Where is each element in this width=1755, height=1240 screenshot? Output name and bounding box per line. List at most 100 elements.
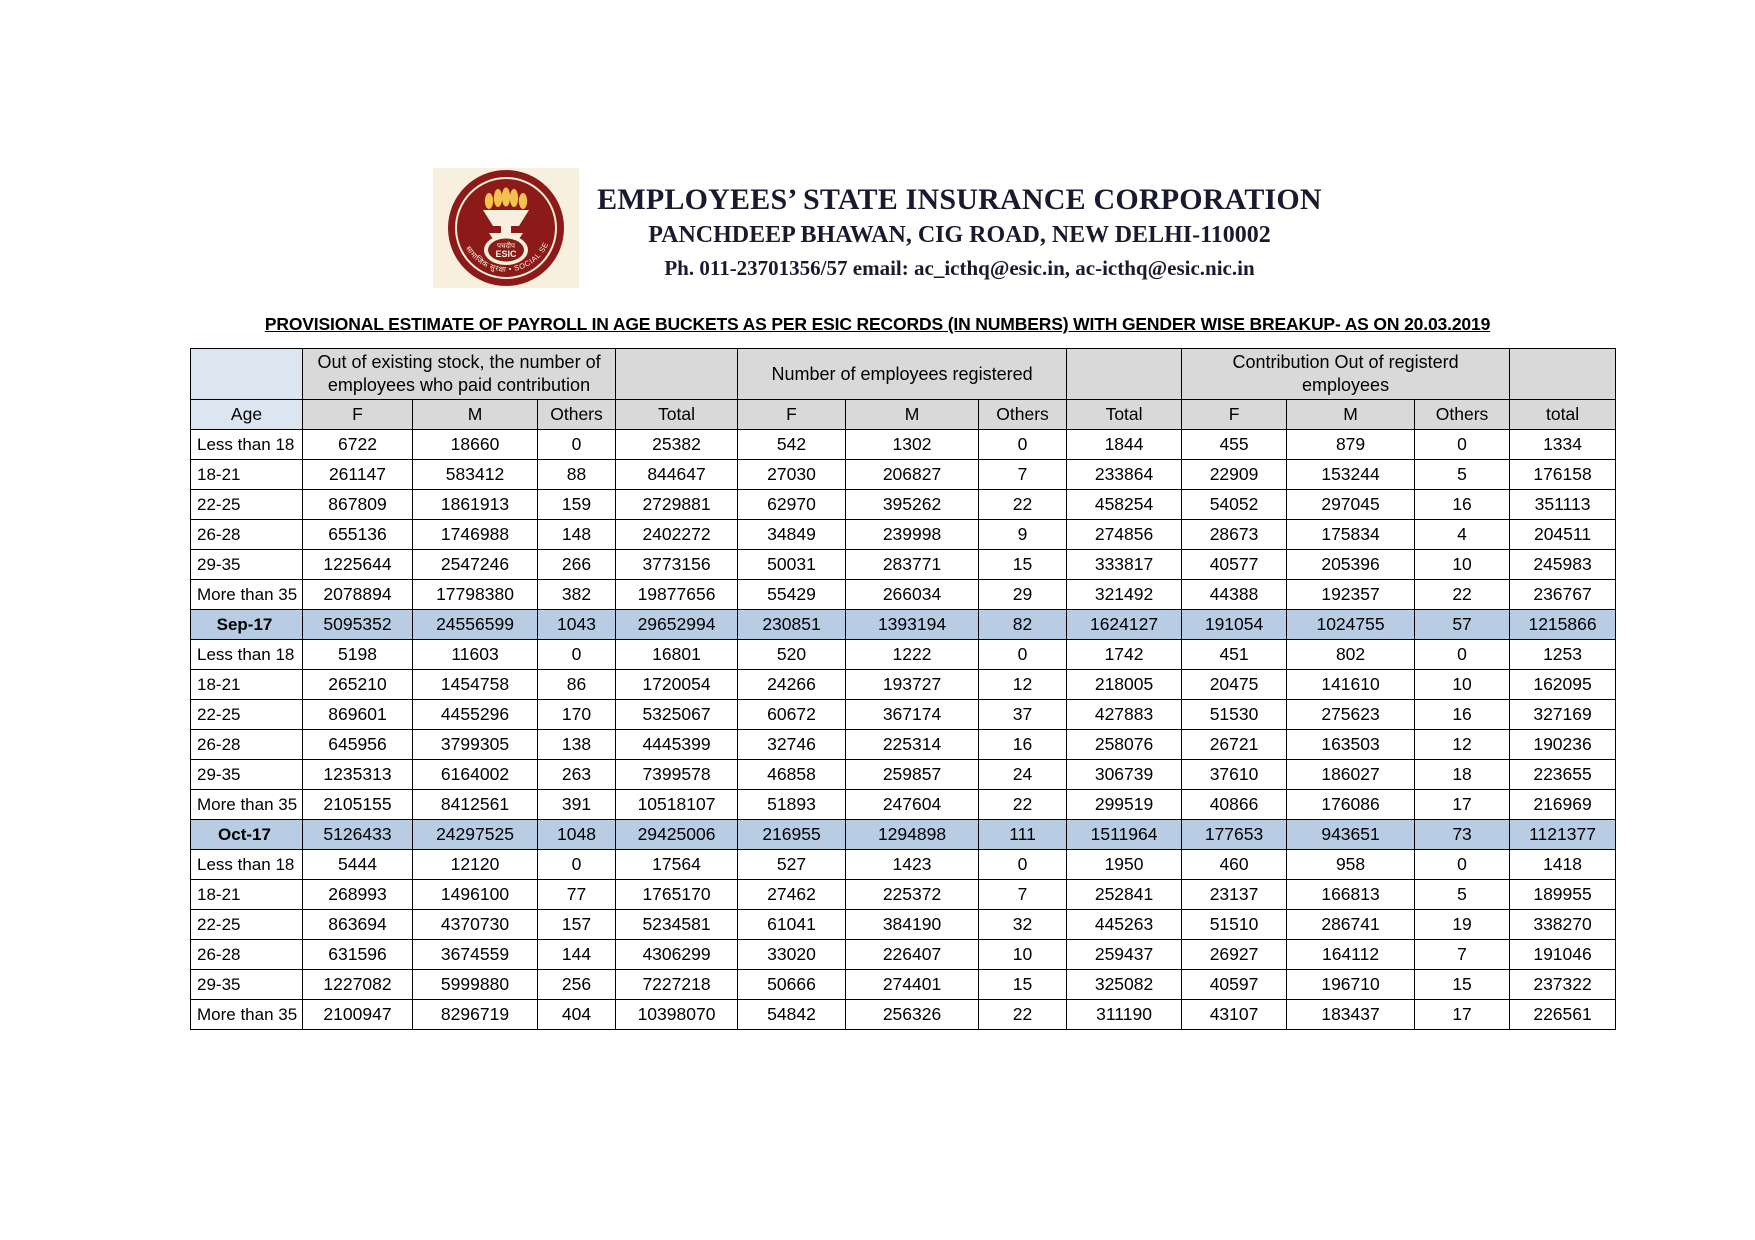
group-header-blank-1 <box>615 347 739 401</box>
svg-text:पचदीप: पचदीप <box>497 241 516 250</box>
table-cell: 192357 <box>1286 579 1416 611</box>
table-cell: 1423 <box>845 849 980 881</box>
table-cell: 275623 <box>1286 699 1416 731</box>
table-cell: 19 <box>1414 909 1511 941</box>
row-label-cell: 22-25 <box>190 489 303 521</box>
column-header-stock-f: F <box>302 399 413 431</box>
table-cell: 157 <box>536 909 617 941</box>
table-cell: 60672 <box>737 699 847 731</box>
table-cell: 10 <box>1414 669 1511 701</box>
table-cell: 263 <box>536 759 617 791</box>
table-cell: 7 <box>978 879 1068 911</box>
row-label-cell: 22-25 <box>190 699 303 731</box>
table-cell: 247604 <box>845 789 980 821</box>
table-cell: 186027 <box>1286 759 1416 791</box>
table-cell: 22 <box>978 999 1068 1031</box>
table-cell: 17 <box>1414 999 1511 1031</box>
table-cell: 15 <box>1414 969 1511 1001</box>
table-cell: 520 <box>737 639 847 671</box>
group-header-row: Out of existing stock, the number of emp… <box>190 347 1617 401</box>
table-cell: 216955 <box>737 819 847 851</box>
table-cell: 46858 <box>737 759 847 791</box>
table-cell: 29 <box>978 579 1068 611</box>
table-cell: 445263 <box>1066 909 1183 941</box>
table-cell: 205396 <box>1286 549 1416 581</box>
table-cell: 159 <box>536 489 617 521</box>
table-cell: 1222 <box>845 639 980 671</box>
table-cell: 8412561 <box>412 789 538 821</box>
table-cell: 175834 <box>1286 519 1416 551</box>
table-cell: 395262 <box>845 489 980 521</box>
table-cell: 8296719 <box>412 999 538 1031</box>
table-row: More than 35 2100947 8296719 404 10398070 548… <box>190 999 1617 1031</box>
row-label-cell: Less than 18 <box>190 429 303 461</box>
organisation-name: EMPLOYEES’ STATE INSURANCE CORPORATION <box>597 183 1322 216</box>
column-header-stock-m: M <box>412 399 538 431</box>
row-label-cell: Sep-17 <box>190 609 303 641</box>
table-row: 22-25 867809 1861913 159 2729881 62970 395262 2… <box>190 489 1617 521</box>
table-cell: 1720054 <box>615 669 739 701</box>
table-cell: 26927 <box>1181 939 1288 971</box>
letterhead: पचदीप ESIC सामाजिक सुरक्षा • SOCIAL SECU… <box>0 0 1755 288</box>
table-cell: 18 <box>1414 759 1511 791</box>
table-cell: 177653 <box>1181 819 1288 851</box>
table-cell: 1742 <box>1066 639 1183 671</box>
table-cell: 16 <box>1414 489 1511 521</box>
table-cell: 261147 <box>302 459 413 491</box>
table-cell: 86 <box>536 669 617 701</box>
table-cell: 230851 <box>737 609 847 641</box>
table-cell: 5325067 <box>615 699 739 731</box>
table-cell: 1215866 <box>1509 609 1617 641</box>
table-cell: 245983 <box>1509 549 1617 581</box>
row-label-cell: 18-21 <box>190 879 303 911</box>
table-cell: 274856 <box>1066 519 1183 551</box>
table-row: Less than 18 5198 11603 0 16801 520 1222 0 1742 4… <box>190 639 1617 671</box>
table-cell: 239998 <box>845 519 980 551</box>
table-cell: 191046 <box>1509 939 1617 971</box>
row-label-cell: More than 35 <box>190 999 303 1031</box>
table-cell: 259857 <box>845 759 980 791</box>
table-cell: 1334 <box>1509 429 1617 461</box>
table-cell: 0 <box>536 429 617 461</box>
table-cell: 62970 <box>737 489 847 521</box>
table-cell: 10 <box>1414 549 1511 581</box>
table-cell: 24297525 <box>412 819 538 851</box>
table-cell: 4306299 <box>615 939 739 971</box>
table-cell: 3674559 <box>412 939 538 971</box>
table-cell: 27030 <box>737 459 847 491</box>
table-cell: 297045 <box>1286 489 1416 521</box>
table-cell: 28673 <box>1181 519 1288 551</box>
table-row: 22-25 869601 4455296 170 5325067 60672 367174 3… <box>190 699 1617 731</box>
table-cell: 1302 <box>845 429 980 461</box>
column-header-contribution-m: M <box>1286 399 1416 431</box>
table-cell: 299519 <box>1066 789 1183 821</box>
table-cell: 5 <box>1414 459 1511 491</box>
row-label-cell: 18-21 <box>190 459 303 491</box>
table-row: 22-25 863694 4370730 157 5234581 61041 384190 3… <box>190 909 1617 941</box>
table-cell: 0 <box>536 849 617 881</box>
table-cell: 879 <box>1286 429 1416 461</box>
table-cell: 327169 <box>1509 699 1617 731</box>
table-cell: 183437 <box>1286 999 1416 1031</box>
table-cell: 460 <box>1181 849 1288 881</box>
table-cell: 7399578 <box>615 759 739 791</box>
column-header-row: Age F M Others Total F M Others Total F … <box>190 399 1617 431</box>
table-cell: 869601 <box>302 699 413 731</box>
table-cell: 190236 <box>1509 729 1617 761</box>
table-cell: 844647 <box>615 459 739 491</box>
table-cell: 206827 <box>845 459 980 491</box>
table-cell: 33020 <box>737 939 847 971</box>
table-row: Less than 18 5444 12120 0 17564 527 1423 0 1950 4… <box>190 849 1617 881</box>
table-cell: 5198 <box>302 639 413 671</box>
table-cell: 382 <box>536 579 617 611</box>
table-row: More than 35 2078894 17798380 382 19877656 55… <box>190 579 1617 611</box>
table-cell: 138 <box>536 729 617 761</box>
table-cell: 22 <box>978 489 1068 521</box>
table-cell: 236767 <box>1509 579 1617 611</box>
row-label-cell: Less than 18 <box>190 849 303 881</box>
table-cell: 111 <box>978 819 1068 851</box>
table-cell: 22909 <box>1181 459 1288 491</box>
row-label-cell: 29-35 <box>190 549 303 581</box>
table-cell: 204511 <box>1509 519 1617 551</box>
table-row: 26-28 655136 1746988 148 2402272 34849 239998 9… <box>190 519 1617 551</box>
